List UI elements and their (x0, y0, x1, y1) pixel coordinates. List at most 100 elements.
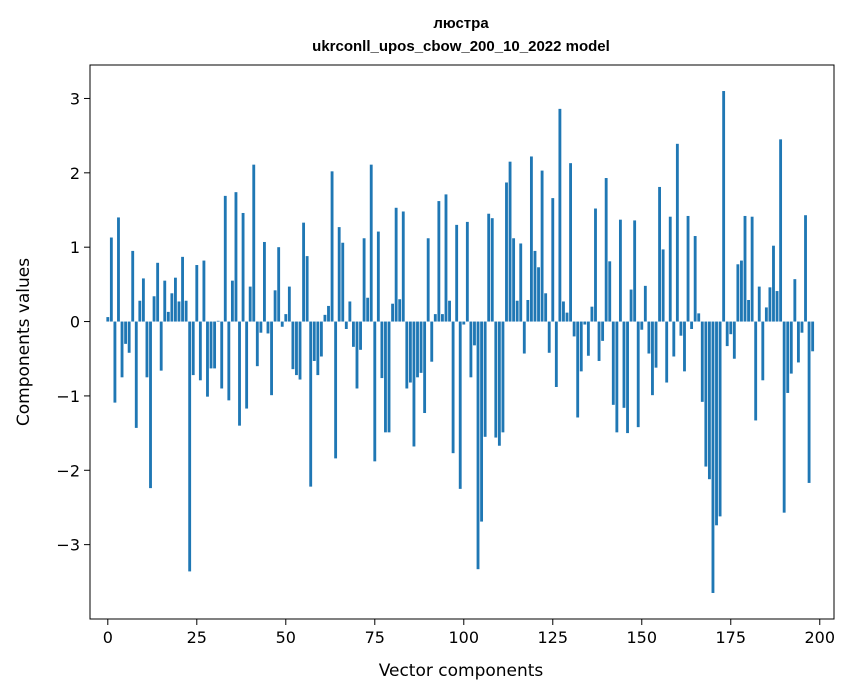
y-tick-label: 1 (70, 238, 80, 257)
bar (191, 321, 195, 376)
bar (373, 321, 377, 462)
bar (647, 321, 651, 354)
bar (156, 262, 160, 322)
bar (419, 321, 423, 373)
bar (327, 305, 330, 322)
plot-frame (89, 64, 835, 620)
bar (711, 321, 715, 593)
bar (586, 321, 590, 356)
bar (811, 321, 815, 352)
bar (537, 267, 540, 322)
bar (497, 321, 501, 446)
bar (216, 320, 220, 322)
bar (775, 291, 779, 322)
bar (754, 321, 758, 421)
bar (263, 241, 266, 322)
bar (451, 321, 455, 454)
y-axis-label: Components values (14, 258, 34, 426)
bar (366, 297, 370, 322)
bar (707, 321, 711, 480)
bar (740, 260, 743, 322)
bar (672, 321, 676, 357)
bar (337, 227, 341, 322)
bar (750, 216, 754, 322)
bar (305, 256, 309, 322)
bar (529, 156, 533, 322)
bar (601, 321, 605, 341)
bar (223, 195, 227, 322)
bar (533, 250, 537, 322)
bar (238, 321, 241, 426)
bar (782, 321, 786, 513)
x-tick-label: 200 (804, 628, 835, 647)
bar (562, 301, 565, 322)
y-tick-label: −3 (56, 536, 80, 555)
bar (444, 194, 448, 322)
bar (515, 300, 519, 322)
bar (380, 321, 384, 379)
bar (209, 321, 213, 369)
bar (109, 237, 113, 322)
bar (683, 321, 686, 372)
bar (540, 170, 544, 322)
bar (355, 321, 359, 389)
bar (259, 321, 263, 333)
bar (448, 300, 451, 322)
bar (280, 321, 284, 327)
bar (487, 213, 491, 322)
bar (391, 303, 395, 322)
bar (384, 321, 387, 433)
bar (430, 321, 434, 362)
bar (629, 289, 633, 322)
bar (127, 321, 131, 353)
bar (697, 313, 701, 322)
bar (277, 247, 281, 322)
bar (138, 300, 142, 322)
bar (554, 321, 558, 387)
bar (319, 321, 323, 357)
x-tick-label: 125 (538, 628, 569, 647)
bar (654, 321, 658, 368)
bar (569, 163, 572, 322)
bar (633, 220, 637, 322)
bar (462, 321, 466, 325)
chart-title: люстра (433, 15, 489, 32)
bar (362, 238, 366, 322)
bar (643, 285, 647, 322)
bar (387, 321, 391, 433)
x-tick-label: 150 (626, 628, 657, 647)
bar (159, 321, 163, 371)
bar (615, 321, 619, 433)
bar (594, 208, 597, 322)
bar (512, 238, 516, 322)
bar (476, 321, 480, 570)
bar (757, 286, 761, 322)
bar (106, 317, 110, 322)
bar (312, 321, 316, 361)
bar (316, 321, 320, 376)
bar (764, 307, 768, 322)
bar (793, 279, 797, 322)
bar (700, 321, 704, 402)
bar (270, 321, 273, 396)
bar (725, 321, 729, 347)
bar (604, 178, 608, 322)
bar (469, 321, 473, 378)
bar (618, 219, 622, 322)
bar (287, 286, 291, 322)
bar (743, 215, 747, 322)
bar (761, 321, 765, 381)
y-axis-ticks: −3 −2 −1 0 1 2 3 (56, 89, 90, 555)
bar (234, 192, 238, 322)
y-tick-label: −1 (56, 387, 80, 406)
bar (458, 321, 462, 489)
bar (686, 215, 690, 322)
bar (213, 321, 217, 369)
bar (526, 299, 530, 322)
bar (426, 238, 430, 322)
bar (255, 321, 259, 367)
bar (149, 321, 152, 489)
bar (163, 280, 167, 322)
bar (579, 321, 583, 372)
bar (408, 321, 412, 383)
